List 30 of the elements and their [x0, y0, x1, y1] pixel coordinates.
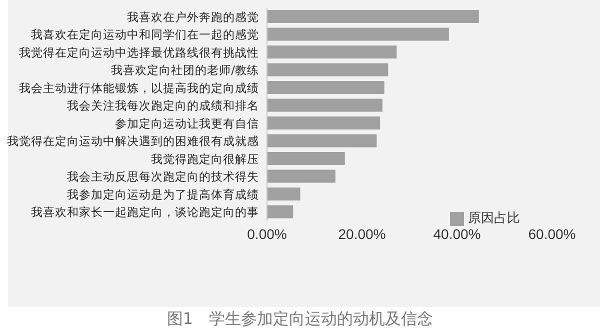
bar [267, 188, 300, 200]
bar [267, 28, 449, 41]
bar [267, 10, 479, 23]
bar [267, 81, 384, 94]
x-tick-label: 60.00% [528, 226, 576, 242]
y-tick-label: 我会主动反思每次跑定向的技术得失 [67, 170, 259, 184]
y-tick-label: 参加定向运动让我更有自信 [115, 116, 259, 130]
legend-label: 原因占比 [468, 211, 520, 226]
x-tick-label: 20.00% [338, 226, 386, 242]
y-tick-label: 我会主动进行体能锻炼，以提高我的定向成绩 [19, 80, 259, 95]
bar [267, 152, 345, 165]
bar [267, 116, 380, 130]
y-tick-label: 我喜欢在户外奔跑的感觉 [127, 10, 259, 24]
y-tick-label: 我喜欢在定向运动中和同学们在一起的感觉 [31, 28, 259, 42]
bar [267, 170, 336, 183]
x-tick-label: 0.00% [247, 226, 287, 242]
caption: 图1 学生参加定向运动的动机及信念 [166, 309, 434, 330]
bar [267, 134, 377, 148]
bar [267, 205, 294, 218]
y-tick-label: 我参加定向运动是为了提高体育成绩 [67, 187, 259, 202]
bar [267, 98, 382, 112]
y-tick-label: 我喜欢和家长一起跑定向，谈论跑定向的事 [31, 205, 259, 220]
y-tick-label: 我会关注我每次跑定向的成绩和排名 [67, 98, 259, 113]
y-tick-label: 我觉得在定向运动中解决遇到的困难很有成就感 [7, 134, 259, 148]
x-tick-label: 40.00% [433, 226, 481, 242]
y-tick-label: 我觉得跑定向很解压 [151, 152, 259, 166]
y-tick-label: 我喜欢定向社团的老师/教练 [111, 63, 259, 78]
bar [267, 46, 397, 58]
bar [267, 63, 388, 76]
y-tick-label: 我觉得在定向运动中选择最优路线很有挑战性 [19, 45, 259, 60]
